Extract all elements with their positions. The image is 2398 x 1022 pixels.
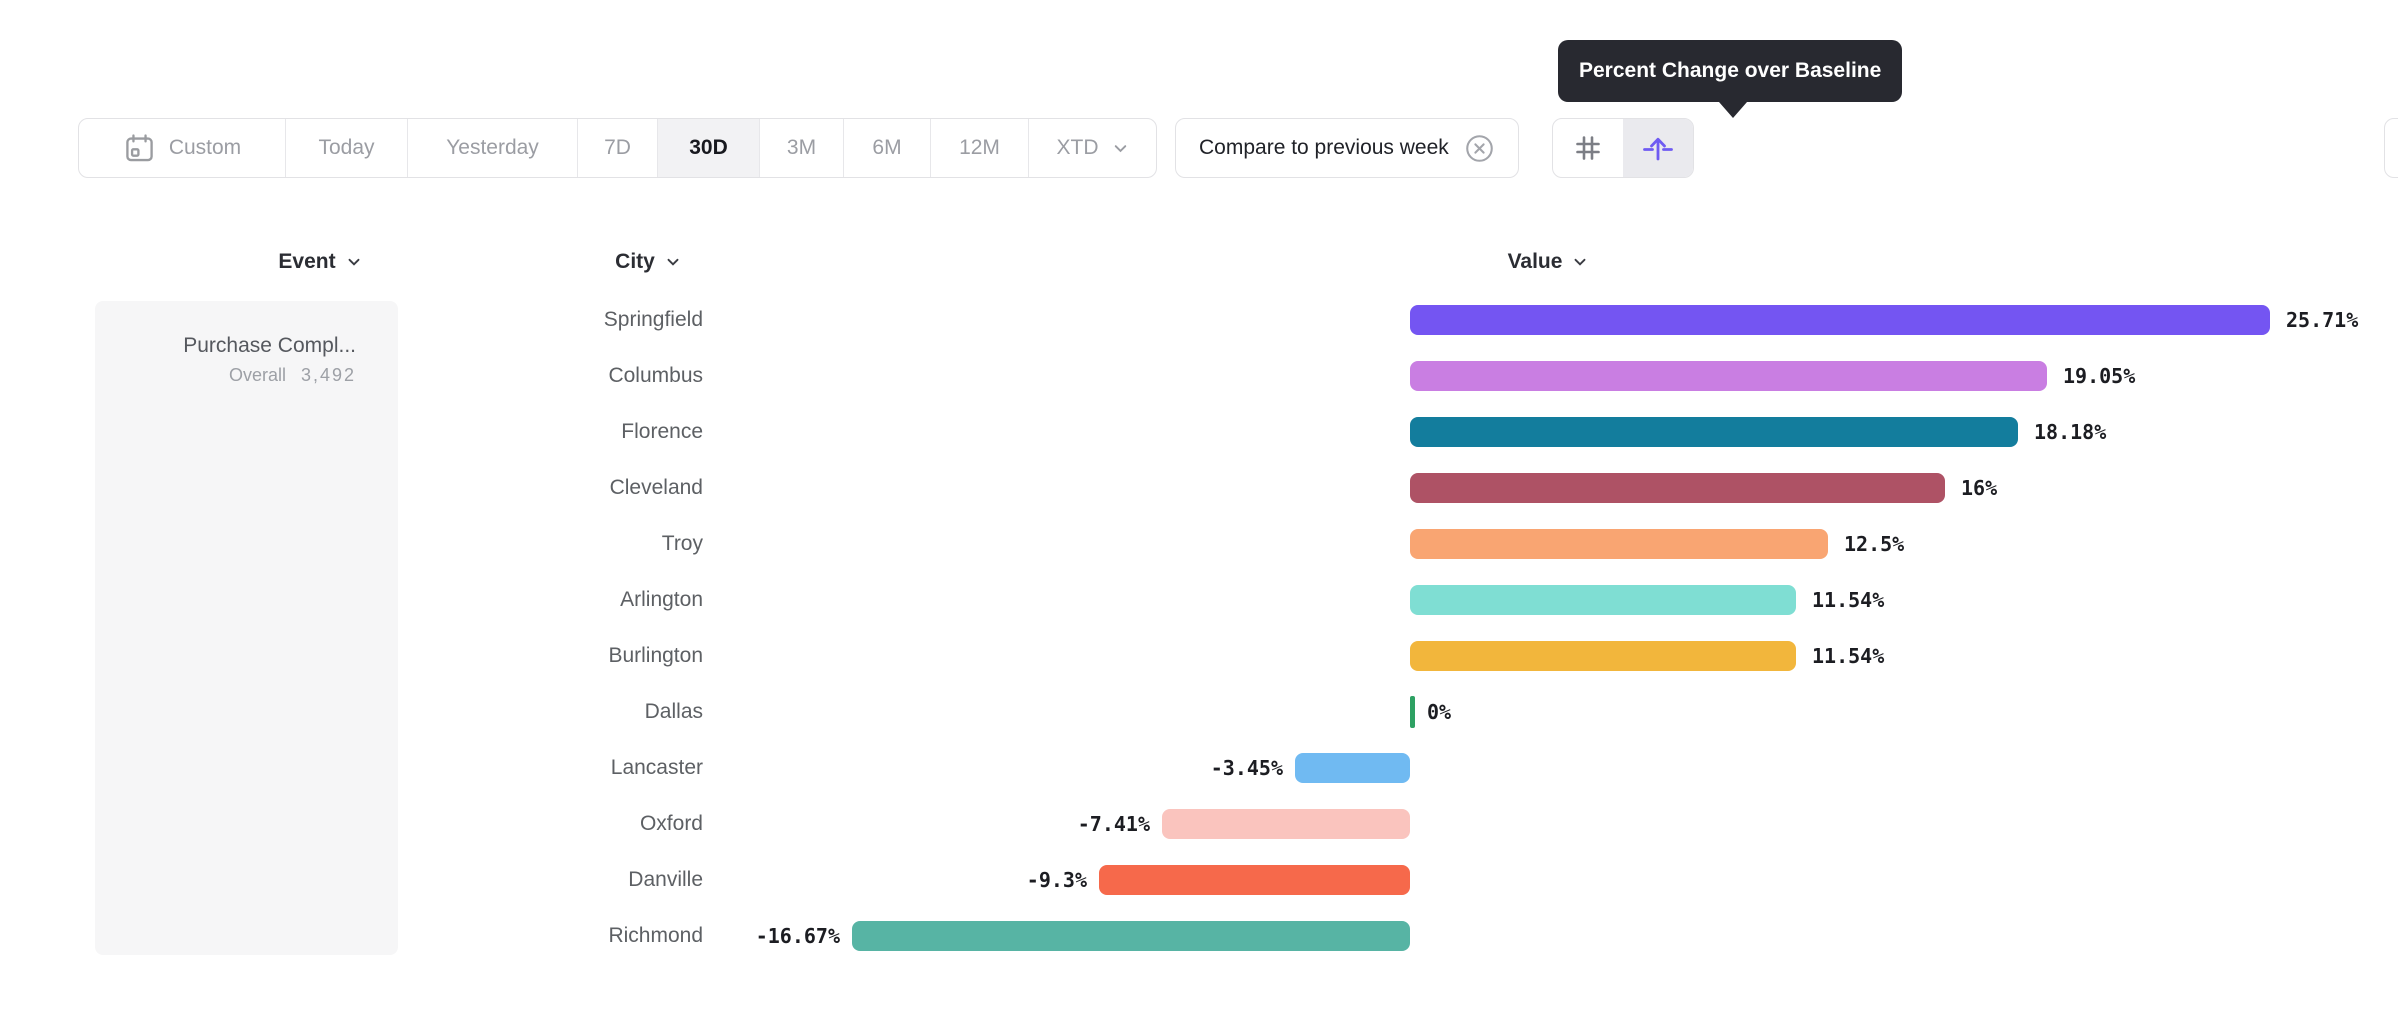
event-overall: Overall 3,492 xyxy=(95,365,356,386)
bar[interactable] xyxy=(1162,809,1410,839)
date-range-30d[interactable]: 30D xyxy=(657,119,759,177)
chart-row: Dallas 0% xyxy=(0,684,2398,740)
date-range-3m[interactable]: 3M xyxy=(759,119,843,177)
column-header-label: City xyxy=(615,250,655,273)
city-label: Cleveland xyxy=(609,476,703,499)
column-header-event[interactable]: Event xyxy=(220,240,420,284)
tooltip-text: Percent Change over Baseline xyxy=(1579,59,1882,82)
date-range-label: 3M xyxy=(786,136,817,159)
event-name: Purchase Compl... xyxy=(183,334,356,357)
chart-row: Arlington 11.54% xyxy=(0,572,2398,628)
value-label: 18.18% xyxy=(2034,420,2107,444)
date-range-xtd[interactable]: XTD xyxy=(1028,119,1156,177)
tooltip-percent-change: Percent Change over Baseline xyxy=(1558,40,1903,118)
toolbar: Custom Today Yesterday 7D 30D 3M 6M 12M … xyxy=(78,118,1694,178)
city-label: Columbus xyxy=(608,364,703,387)
date-range-label: Yesterday xyxy=(446,136,539,159)
chart-row: Lancaster -3.45% xyxy=(0,740,2398,796)
city-label: Troy xyxy=(661,532,703,555)
chart-row: Columbus 19.05% xyxy=(0,348,2398,404)
value-label: -9.3% xyxy=(1026,868,1087,892)
value-label: 11.54% xyxy=(1812,588,1885,612)
date-range-today[interactable]: Today xyxy=(285,119,407,177)
toggle-absolute-values[interactable] xyxy=(1553,119,1623,177)
bar[interactable] xyxy=(1410,641,1796,671)
date-range-yesterday[interactable]: Yesterday xyxy=(407,119,577,177)
chevron-down-icon xyxy=(665,254,681,270)
date-range-label: XTD xyxy=(1056,136,1099,159)
city-label: Lancaster xyxy=(610,756,703,779)
date-range-label: 7D xyxy=(604,136,631,159)
chart-row: Florence 18.18% xyxy=(0,404,2398,460)
value-label: 16% xyxy=(1961,476,1998,500)
date-range-label: 30D xyxy=(689,136,728,159)
chart-row: Troy 12.5% xyxy=(0,516,2398,572)
date-range-label: Custom xyxy=(168,136,242,159)
value-label: -16.67% xyxy=(755,924,840,948)
value-label: 11.54% xyxy=(1812,644,1885,668)
city-label: Richmond xyxy=(608,924,703,947)
calendar-icon xyxy=(123,132,156,165)
column-header-value[interactable]: Value xyxy=(1448,240,1648,284)
edge-partial-button[interactable] xyxy=(2384,118,2398,178)
date-range-picker: Custom Today Yesterday 7D 30D 3M 6M 12M … xyxy=(78,118,1157,178)
date-range-12m[interactable]: 12M xyxy=(930,119,1028,177)
chevron-down-icon xyxy=(1112,140,1129,157)
chart-row: Springfield 25.71% xyxy=(0,292,2398,348)
compare-label: Compare to previous week xyxy=(1199,136,1449,159)
chevron-down-icon xyxy=(346,254,362,270)
chart-row: Richmond -16.67% xyxy=(0,908,2398,964)
bar[interactable] xyxy=(1410,305,2270,335)
chart-row: Danville -9.3% xyxy=(0,852,2398,908)
event-card-purchase-completed[interactable]: Purchase Compl... Overall 3,492 xyxy=(95,301,398,955)
date-range-custom[interactable]: Custom xyxy=(79,119,285,177)
date-range-7d[interactable]: 7D xyxy=(577,119,657,177)
city-label: Dallas xyxy=(644,700,703,723)
uplift-arrow-icon xyxy=(1642,132,1674,164)
hash-grid-icon xyxy=(1573,133,1603,163)
chart-row: Oxford -7.41% xyxy=(0,796,2398,852)
city-label: Arlington xyxy=(620,588,703,611)
chart-value-mode-toggle xyxy=(1551,118,1694,178)
value-label: -3.45% xyxy=(1210,756,1283,780)
column-header-label: Event xyxy=(278,250,336,273)
city-label: Burlington xyxy=(608,644,703,667)
column-header-label: Value xyxy=(1507,250,1563,273)
chart-row: Burlington 11.54% xyxy=(0,628,2398,684)
value-label: 0% xyxy=(1427,700,1452,724)
date-range-label: Today xyxy=(318,136,375,159)
date-range-label: 12M xyxy=(959,136,1000,159)
bar[interactable] xyxy=(1099,865,1410,895)
date-range-6m[interactable]: 6M xyxy=(843,119,930,177)
chevron-down-icon xyxy=(1572,254,1588,270)
date-range-label: 6M xyxy=(872,136,902,159)
column-header-city[interactable]: City xyxy=(548,240,748,284)
city-label: Danville xyxy=(628,868,703,891)
tooltip-arrow xyxy=(1719,102,1747,118)
bar[interactable] xyxy=(1410,585,1796,615)
city-label: Springfield xyxy=(603,308,703,331)
value-label: 12.5% xyxy=(1844,532,1905,556)
bar[interactable] xyxy=(1410,696,1415,728)
city-label: Oxford xyxy=(639,812,703,835)
value-label: 19.05% xyxy=(2063,364,2136,388)
city-label: Florence xyxy=(621,420,703,443)
event-overall-label: Overall xyxy=(228,365,286,385)
compare-to-previous-week-chip[interactable]: Compare to previous week xyxy=(1175,118,1519,178)
bar[interactable] xyxy=(1295,753,1410,783)
toggle-percent-change-over-baseline[interactable] xyxy=(1622,119,1693,177)
bar[interactable] xyxy=(852,921,1410,951)
x-circle-icon[interactable] xyxy=(1464,133,1495,164)
chart-row: Cleveland 16% xyxy=(0,460,2398,516)
value-label: -7.41% xyxy=(1077,812,1150,836)
bar[interactable] xyxy=(1410,529,1828,559)
bar[interactable] xyxy=(1410,473,1945,503)
value-label: 25.71% xyxy=(2286,308,2359,332)
bar[interactable] xyxy=(1410,417,2018,447)
bar[interactable] xyxy=(1410,361,2047,391)
event-overall-value: 3,492 xyxy=(300,365,356,385)
